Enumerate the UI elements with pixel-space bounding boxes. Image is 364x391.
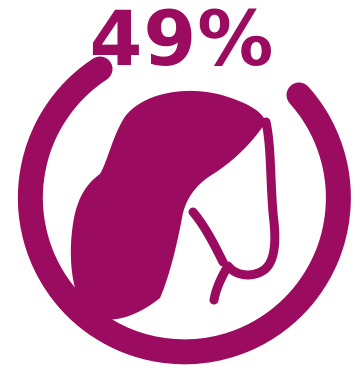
- percent-label: 49%: [89, 0, 275, 83]
- head-silhouette-icon: [70, 90, 280, 320]
- face-profile: [209, 117, 280, 305]
- hair-shape: [70, 90, 266, 320]
- neck-line: [188, 207, 228, 267]
- ring-arc: [17, 56, 351, 365]
